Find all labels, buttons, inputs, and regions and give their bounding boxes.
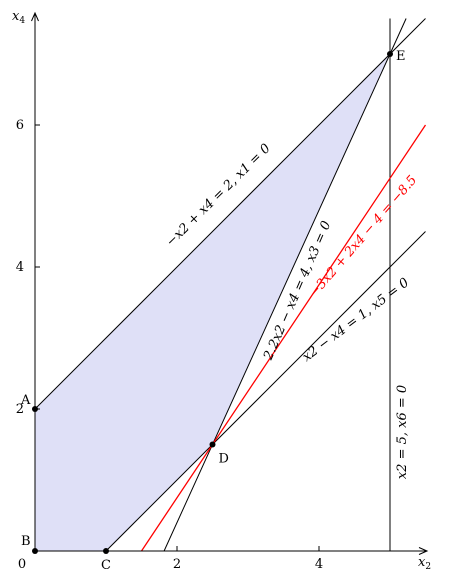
point-label-A: A [20,393,31,408]
point-label-B: B [21,534,31,549]
point-D [209,441,216,448]
axes [31,11,429,555]
point-A [32,406,38,412]
x-tick-label-4: 4 [315,557,323,572]
points: A B C D E [20,49,406,573]
y-tick-label-6: 6 [16,118,24,133]
y-axis-arrow [31,11,39,22]
point-label-D: D [219,452,229,467]
feasible-region [35,54,390,551]
x-axis-label: x2 [418,555,431,572]
point-C [103,548,109,554]
line-label-x6: x2 = 5, x6 = 0 [395,385,410,479]
constraint-line-x3 [163,18,407,552]
y-axis-label: x4 [12,9,25,26]
constraint-line-x1 [34,18,426,410]
point-label-E: E [396,49,406,64]
y-tick-label-4: 4 [16,260,24,275]
objective-line [140,124,427,552]
y-tick-label-2: 2 [16,402,24,417]
x-axis-arrow [418,547,429,555]
point-B [32,548,38,554]
x-tick-label-2: 2 [173,557,181,572]
origin-label: 0 [18,557,26,572]
point-label-C: C [101,558,111,573]
constraint-line-x5 [105,231,426,552]
point-E [387,51,393,57]
